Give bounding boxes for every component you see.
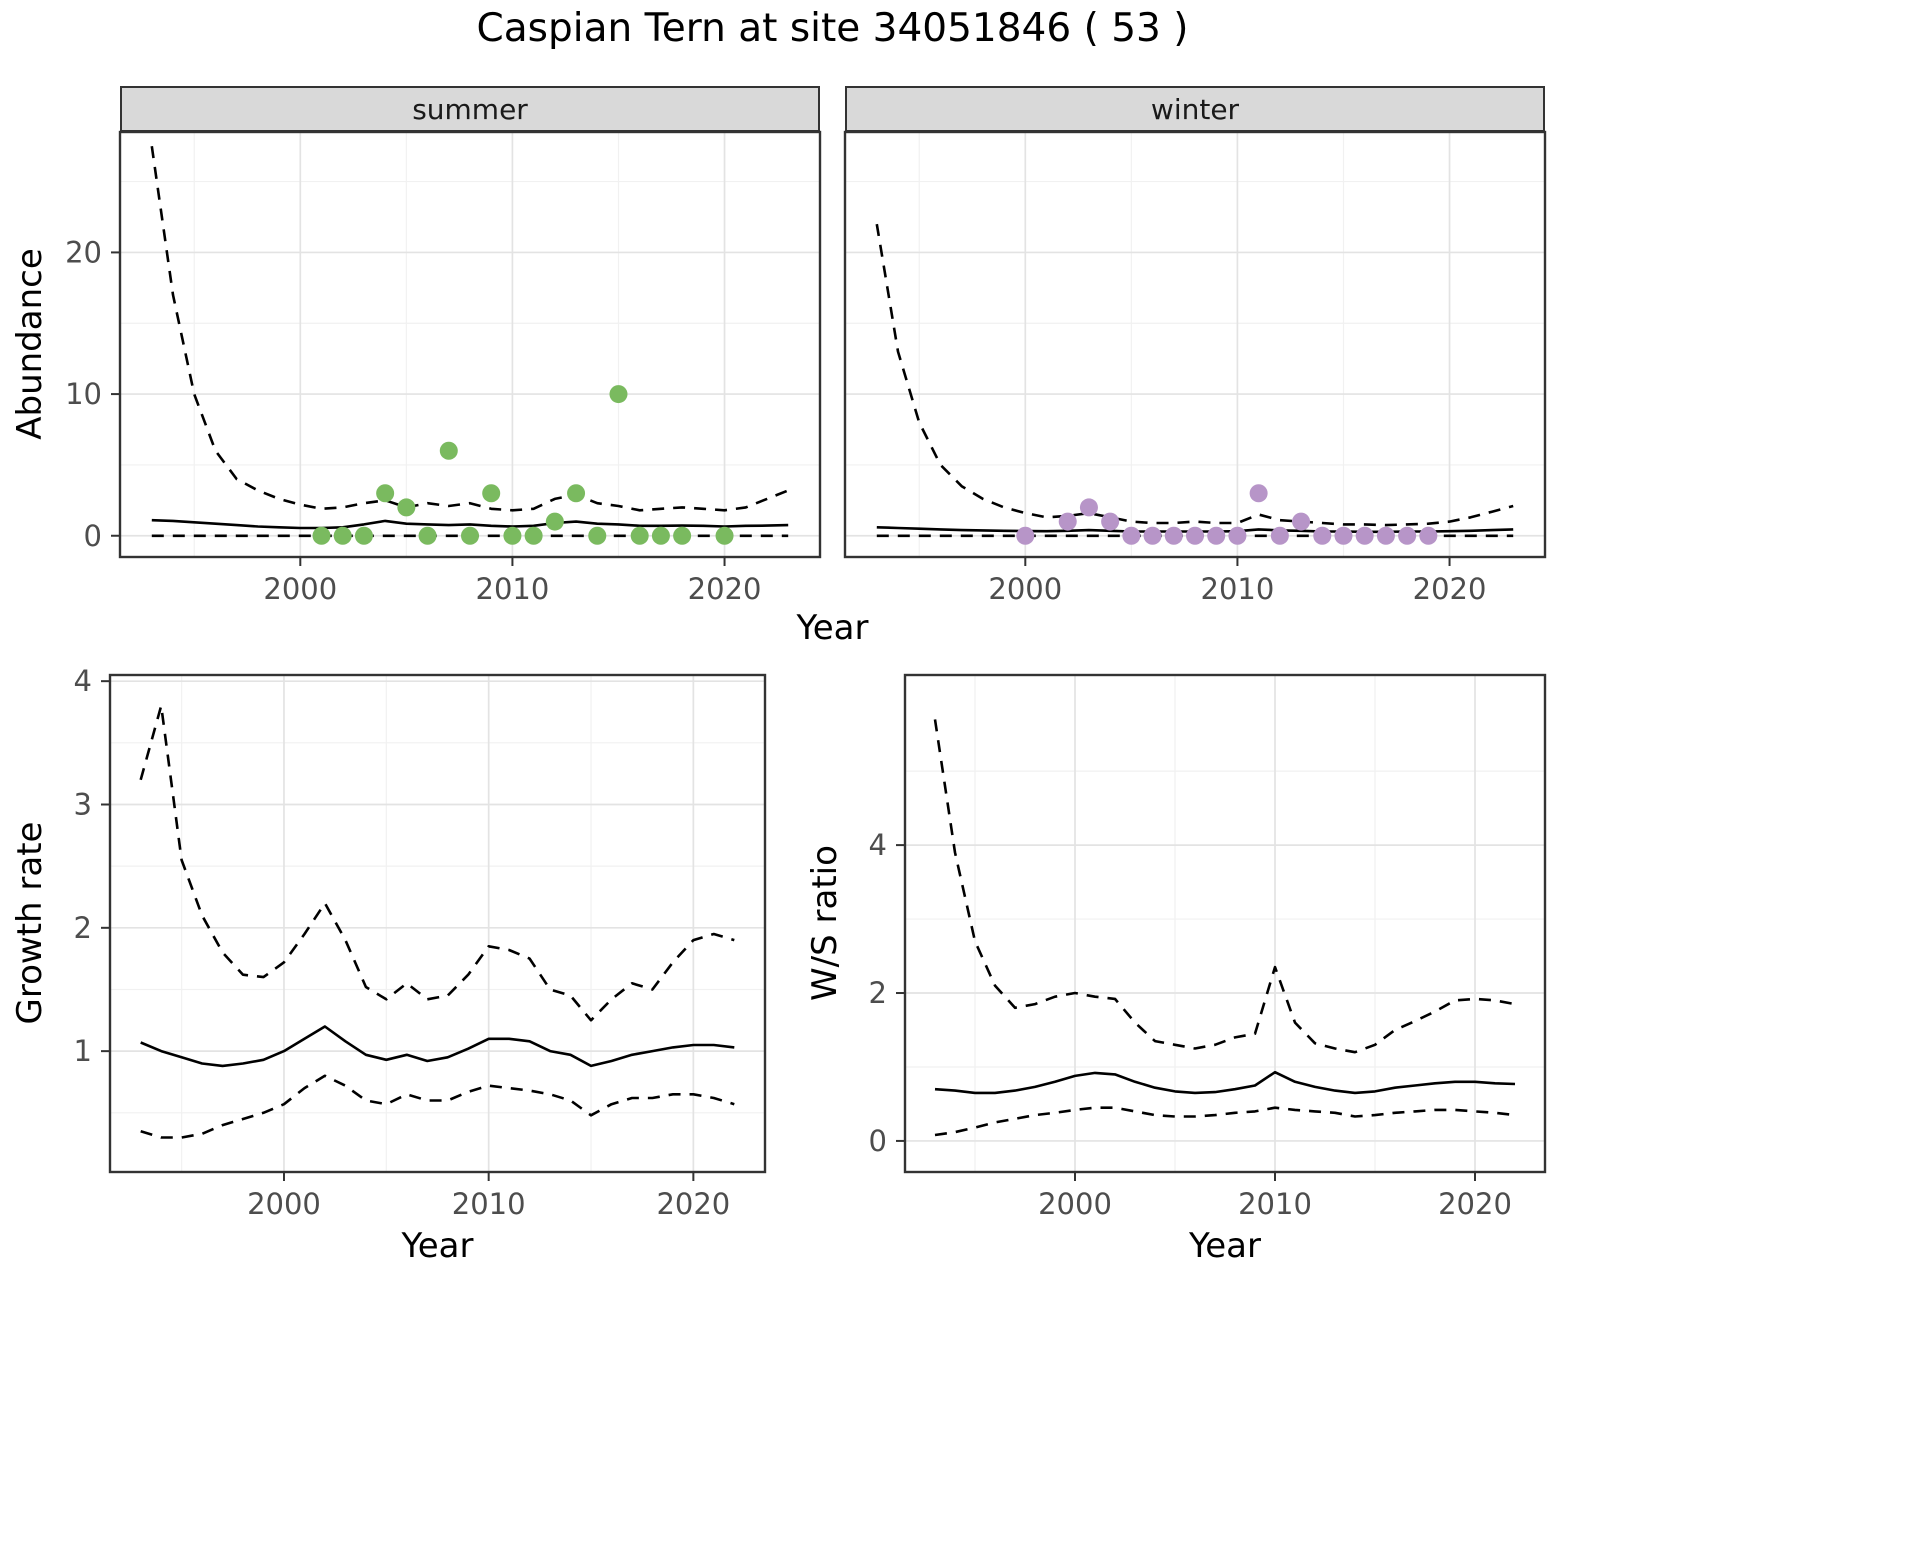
- observed-counts-winter: [1228, 526, 1247, 545]
- panel-abundance-summer: 2000 2010 2020 0 10 20: [65, 130, 822, 606]
- observed-counts-winter: [1079, 498, 1098, 517]
- series-upper_95ci: [139, 704, 735, 1022]
- observed-counts-summer: [312, 526, 331, 545]
- observed-counts-summer: [524, 526, 543, 545]
- observed-counts-winter: [1292, 512, 1311, 531]
- observed-counts-summer: [673, 526, 692, 545]
- observed-counts-summer: [354, 526, 373, 545]
- panel-border: [903, 673, 1547, 1174]
- x-tick-label: 2020: [1438, 1187, 1512, 1221]
- observed-counts-winter: [1101, 512, 1120, 531]
- observed-counts-summer: [715, 526, 734, 545]
- y-tick-label: 4: [74, 664, 92, 698]
- observed-counts-winter: [1207, 526, 1226, 545]
- x-tick-label: 2000: [247, 1187, 321, 1221]
- observed-counts-summer: [609, 385, 628, 404]
- observed-counts-winter: [1419, 526, 1438, 545]
- x-tick-label: 2010: [452, 1187, 526, 1221]
- series-mean: [140, 1025, 735, 1068]
- x-tick-label: 2020: [656, 1187, 730, 1221]
- x-tick-label: 2000: [263, 572, 337, 606]
- observed-counts-winter: [1249, 484, 1268, 503]
- observed-counts-winter: [1376, 526, 1395, 545]
- observed-counts-summer: [503, 526, 522, 545]
- series-lower_95ci: [934, 1106, 1516, 1137]
- observed-counts-winter: [1058, 512, 1077, 531]
- x-tick-label: 2000: [988, 572, 1062, 606]
- x-tick-label: 2020: [1413, 572, 1487, 606]
- panel-growth-rate: 2000 2010 2020 1 2 3 4: [74, 664, 767, 1221]
- observed-counts-winter: [1186, 526, 1204, 545]
- facet-strip-winter: winter: [845, 86, 1545, 132]
- y-tick-label: 1: [74, 1034, 92, 1068]
- y-tick-label: 10: [65, 377, 102, 411]
- panel-border: [843, 130, 1547, 559]
- x-tick-label: 2020: [688, 572, 762, 606]
- panel-border: [118, 130, 822, 559]
- observed-counts-summer: [482, 484, 501, 503]
- observed-counts-summer: [397, 498, 416, 517]
- observed-counts-winter: [1143, 526, 1162, 545]
- observed-counts-summer: [333, 526, 352, 545]
- series-upper_95ci: [875, 223, 1514, 527]
- observed-counts-summer: [567, 484, 586, 503]
- panel-border: [108, 673, 767, 1174]
- observed-counts-winter: [1016, 526, 1035, 545]
- series-upper_95ci: [150, 146, 789, 512]
- series-lower_95ci: [140, 1074, 735, 1139]
- observed-counts-summer: [376, 484, 395, 503]
- x-axis-title-growth-rate: Year: [401, 1226, 474, 1266]
- observed-counts-summer: [439, 441, 458, 460]
- figure-title: Caspian Tern at site 34051846 ( 53 ): [476, 6, 1189, 51]
- y-tick-label: 2: [74, 911, 92, 945]
- x-tick-label: 2010: [1238, 1187, 1312, 1221]
- facet-strip-summer: summer: [120, 86, 820, 132]
- panel-abundance-winter: 2000 2010 2020: [843, 130, 1547, 606]
- y-tick-label: 3: [74, 787, 92, 821]
- observed-counts-summer: [545, 512, 564, 531]
- series-mean: [934, 1070, 1516, 1095]
- y-tick-label: 0: [84, 519, 102, 553]
- series-upper_95ci: [933, 719, 1516, 1054]
- observed-counts-winter: [1355, 526, 1374, 545]
- x-tick-label: 2010: [1201, 572, 1275, 606]
- observed-counts-summer: [651, 526, 670, 545]
- y-tick-label: 4: [869, 828, 887, 862]
- observed-counts-winter: [1334, 526, 1353, 545]
- y-tick-label: 2: [869, 976, 887, 1010]
- x-tick-label: 2010: [476, 572, 550, 606]
- observed-counts-winter: [1270, 526, 1289, 545]
- y-tick-label: 0: [869, 1124, 887, 1158]
- panel-ws-ratio: 2000 2010 2020 0 2 4: [869, 673, 1547, 1221]
- observed-counts-summer: [588, 526, 607, 545]
- x-axis-title-ws-ratio: Year: [1189, 1226, 1261, 1266]
- observed-counts-summer: [418, 526, 437, 545]
- observed-counts-winter: [1313, 526, 1332, 545]
- observed-counts-summer: [630, 526, 649, 545]
- observed-counts-summer: [461, 526, 479, 545]
- observed-counts-winter: [1398, 526, 1417, 545]
- x-tick-label: 2000: [1038, 1187, 1112, 1221]
- y-tick-label: 20: [65, 235, 102, 269]
- x-axis-title-abundance: Year: [796, 608, 869, 648]
- observed-counts-winter: [1122, 526, 1141, 545]
- series-mean: [151, 518, 789, 530]
- observed-counts-winter: [1164, 526, 1183, 545]
